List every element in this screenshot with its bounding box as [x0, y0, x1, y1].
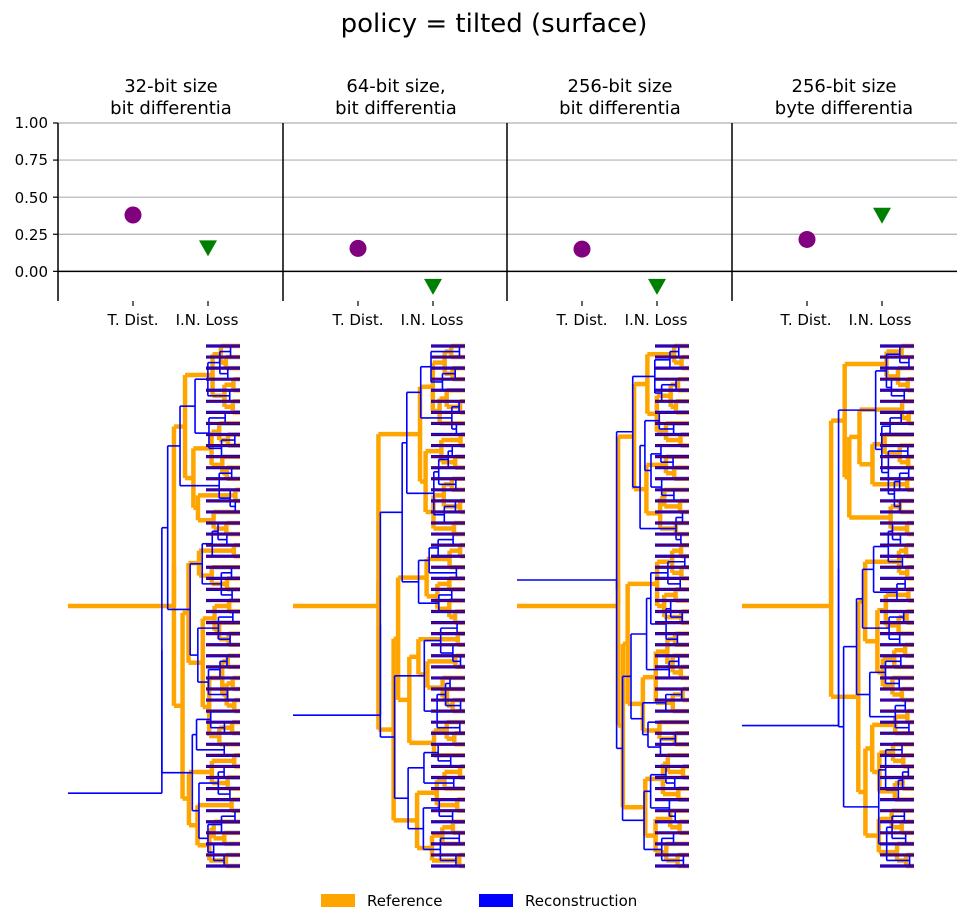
panel-title-line2: byte differentia: [775, 98, 913, 119]
y-tick-label: 0.50: [15, 189, 48, 207]
x-tick-label-t-dist: T. Dist.: [106, 311, 158, 329]
scatter-plot: [282, 122, 508, 306]
in-loss-point: [199, 240, 217, 257]
panel-256-bit-byte: 256-bit size byte differentia T. Dist. I…: [731, 76, 957, 869]
scatter-plot: [506, 122, 732, 306]
t-dist-point: [573, 240, 591, 258]
legend-swatch-reference: [321, 894, 355, 907]
phylogeny-tree: [68, 343, 240, 869]
panel-64-bit-bit: 64-bit size, bit differentia T. Dist. I.…: [282, 76, 508, 869]
in-loss-point: [873, 207, 891, 224]
t-dist-point: [124, 206, 142, 224]
legend-label-reference: Reference: [367, 892, 443, 910]
scatter-plot: [53, 122, 283, 306]
panel-256-bit-bit: 256-bit size bit differentia T. Dist. I.…: [506, 76, 732, 869]
legend-label-reconstruction: Reconstruction: [525, 892, 637, 910]
x-tick-label-t-dist: T. Dist.: [779, 311, 831, 329]
panel-title-line1: 256-bit size: [568, 76, 673, 97]
scatter-plot: [731, 122, 957, 306]
x-tick-label-t-dist: T. Dist.: [331, 311, 383, 329]
y-tick-label: 1.00: [15, 114, 48, 132]
y-tick-label: 0.25: [15, 226, 48, 244]
panel-32-bit-bit: 32-bit size bit differentia 1.00 0.75 0.…: [15, 76, 283, 869]
y-tick-labels: 1.00 0.75 0.50 0.25 0.00: [15, 114, 48, 281]
panel-title-line2: bit differentia: [559, 98, 681, 119]
x-tick-label-in-loss: I.N. Loss: [625, 311, 688, 329]
x-tick-label-in-loss: I.N. Loss: [401, 311, 464, 329]
y-tick-label: 0.75: [15, 151, 48, 169]
phylogeny-tree: [742, 343, 914, 869]
panel-title-line2: bit differentia: [110, 98, 232, 119]
phylogeny-tree: [293, 343, 465, 869]
panel-title-line2: bit differentia: [335, 98, 457, 119]
x-tick-label-in-loss: I.N. Loss: [176, 311, 239, 329]
t-dist-point: [349, 239, 367, 257]
y-tick-label: 0.00: [15, 263, 48, 281]
legend-swatch-reconstruction: [479, 894, 513, 907]
x-tick-label-t-dist: T. Dist.: [555, 311, 607, 329]
panel-title-line1: 256-bit size: [792, 76, 897, 97]
figure-suptitle: policy = tilted (surface): [341, 9, 648, 39]
panel-title-line1: 32-bit size: [124, 76, 218, 97]
legend: Reference Reconstruction: [321, 892, 637, 910]
x-tick-label-in-loss: I.N. Loss: [849, 311, 912, 329]
in-loss-point: [648, 278, 666, 295]
in-loss-point: [424, 278, 442, 295]
t-dist-point: [798, 230, 816, 248]
panel-title-line1: 64-bit size,: [346, 76, 445, 97]
phylogeny-tree: [517, 343, 689, 869]
